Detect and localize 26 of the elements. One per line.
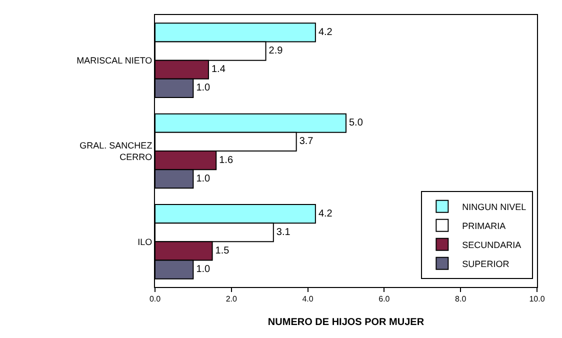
data-label: 1.4: [211, 64, 226, 76]
x-tick-label: 4.0: [302, 294, 314, 304]
y-tick-label: GRAL. SANCHEZ CERRO: [80, 140, 153, 162]
legend-label: SECUNDARIA: [462, 240, 522, 250]
y-tick-label: ILO: [138, 236, 152, 247]
legend-label: PRIMARIA: [462, 220, 506, 231]
x-tick-label: 6.0: [378, 294, 390, 304]
y-tick-label: MARISCAL NIETO: [76, 55, 152, 66]
data-label: 1.0: [196, 264, 211, 276]
x-axis-title: NUMERO DE HIJOS POR MUJER: [268, 317, 425, 328]
data-label: 3.1: [276, 226, 291, 238]
data-label: 3.7: [299, 136, 314, 148]
x-tick-label: 0.0: [149, 294, 162, 304]
data-label: 2.9: [268, 46, 284, 57]
legend-label: SUPERIOR: [462, 258, 510, 269]
data-label: 1.5: [215, 245, 230, 256]
x-tick-label: 2.0: [226, 294, 238, 304]
data-label: 1.0: [196, 82, 211, 94]
data-label: 1.6: [219, 154, 234, 166]
data-label: 1.0: [196, 173, 211, 184]
data-label: 5.0: [349, 118, 364, 129]
x-tick-label: 10.0: [529, 294, 546, 304]
data-label: 4.2: [318, 26, 333, 38]
legend-label: NINGUN NIVEL: [462, 202, 526, 212]
data-label: 4.2: [318, 208, 333, 220]
x-tick-label: 8.0: [455, 294, 467, 304]
